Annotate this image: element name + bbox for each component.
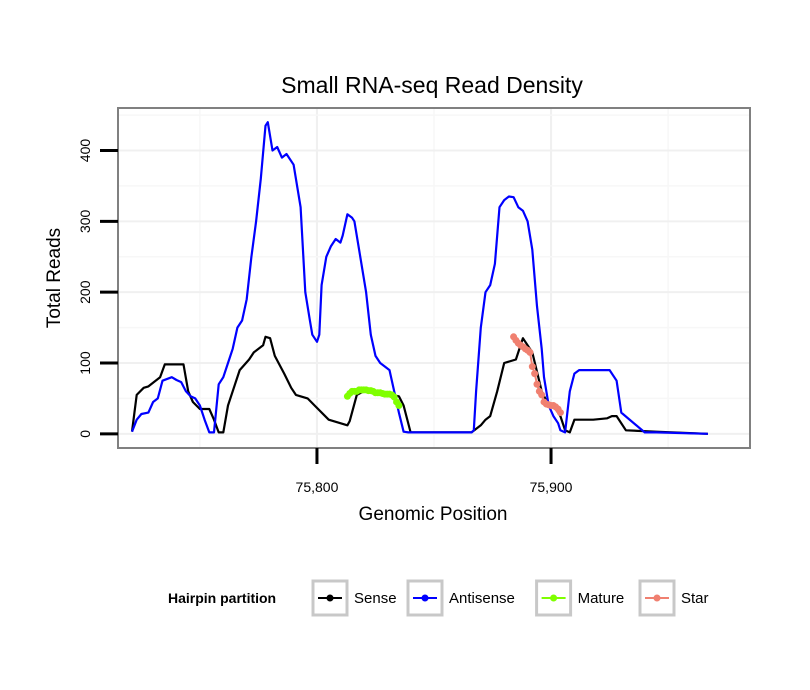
y-tick-label: 200	[77, 280, 93, 304]
series-line-antisense	[130, 121, 708, 435]
axes: 75,800 75,900 0 100 200 300 400	[77, 139, 573, 495]
legend-label-antisense: Antisense	[449, 590, 515, 607]
legend-label-star: Star	[681, 590, 709, 607]
y-tick-label: 400	[77, 139, 93, 163]
legend-item-antisense: Antisense	[406, 579, 515, 617]
legend-key-marker	[550, 594, 558, 602]
x-tick-label: 75,900	[530, 479, 573, 495]
legend: Hairpin partition Sense Antisense Mature St…	[168, 579, 709, 617]
y-tick-label: 0	[77, 430, 93, 438]
legend-key-marker	[326, 594, 334, 602]
data-point-star	[556, 409, 564, 417]
data-point-mature	[395, 402, 403, 409]
legend-key-marker	[653, 594, 661, 602]
data-point-star	[538, 391, 546, 399]
legend-items: Sense Antisense Mature Star	[311, 579, 709, 617]
plot-border	[117, 107, 751, 449]
legend-title: Hairpin partition	[168, 590, 276, 606]
y-tick-label: 300	[77, 209, 93, 233]
data-series	[130, 121, 708, 435]
data-point-star	[526, 348, 534, 356]
data-point-star	[533, 380, 541, 388]
legend-label-sense: Sense	[354, 590, 397, 607]
x-axis-label: Genomic Position	[359, 504, 508, 525]
legend-item-star: Star	[638, 579, 709, 617]
data-point-star	[528, 363, 536, 371]
y-tick-label: 100	[77, 351, 93, 375]
legend-item-mature: Mature	[535, 579, 625, 617]
grid-lines	[118, 108, 750, 448]
legend-label-mature: Mature	[578, 590, 625, 607]
data-point-star	[531, 370, 539, 378]
x-tick-label: 75,800	[296, 479, 339, 495]
chart-title: Small RNA-seq Read Density	[281, 72, 583, 98]
legend-item-sense: Sense	[311, 579, 397, 617]
legend-key-marker	[421, 594, 429, 602]
y-axis-label: Total Reads	[44, 228, 65, 328]
